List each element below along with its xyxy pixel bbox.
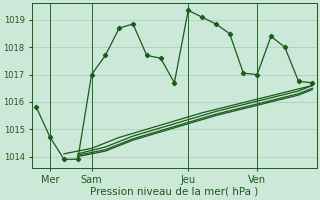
X-axis label: Pression niveau de la mer( hPa ): Pression niveau de la mer( hPa ) <box>90 187 259 197</box>
